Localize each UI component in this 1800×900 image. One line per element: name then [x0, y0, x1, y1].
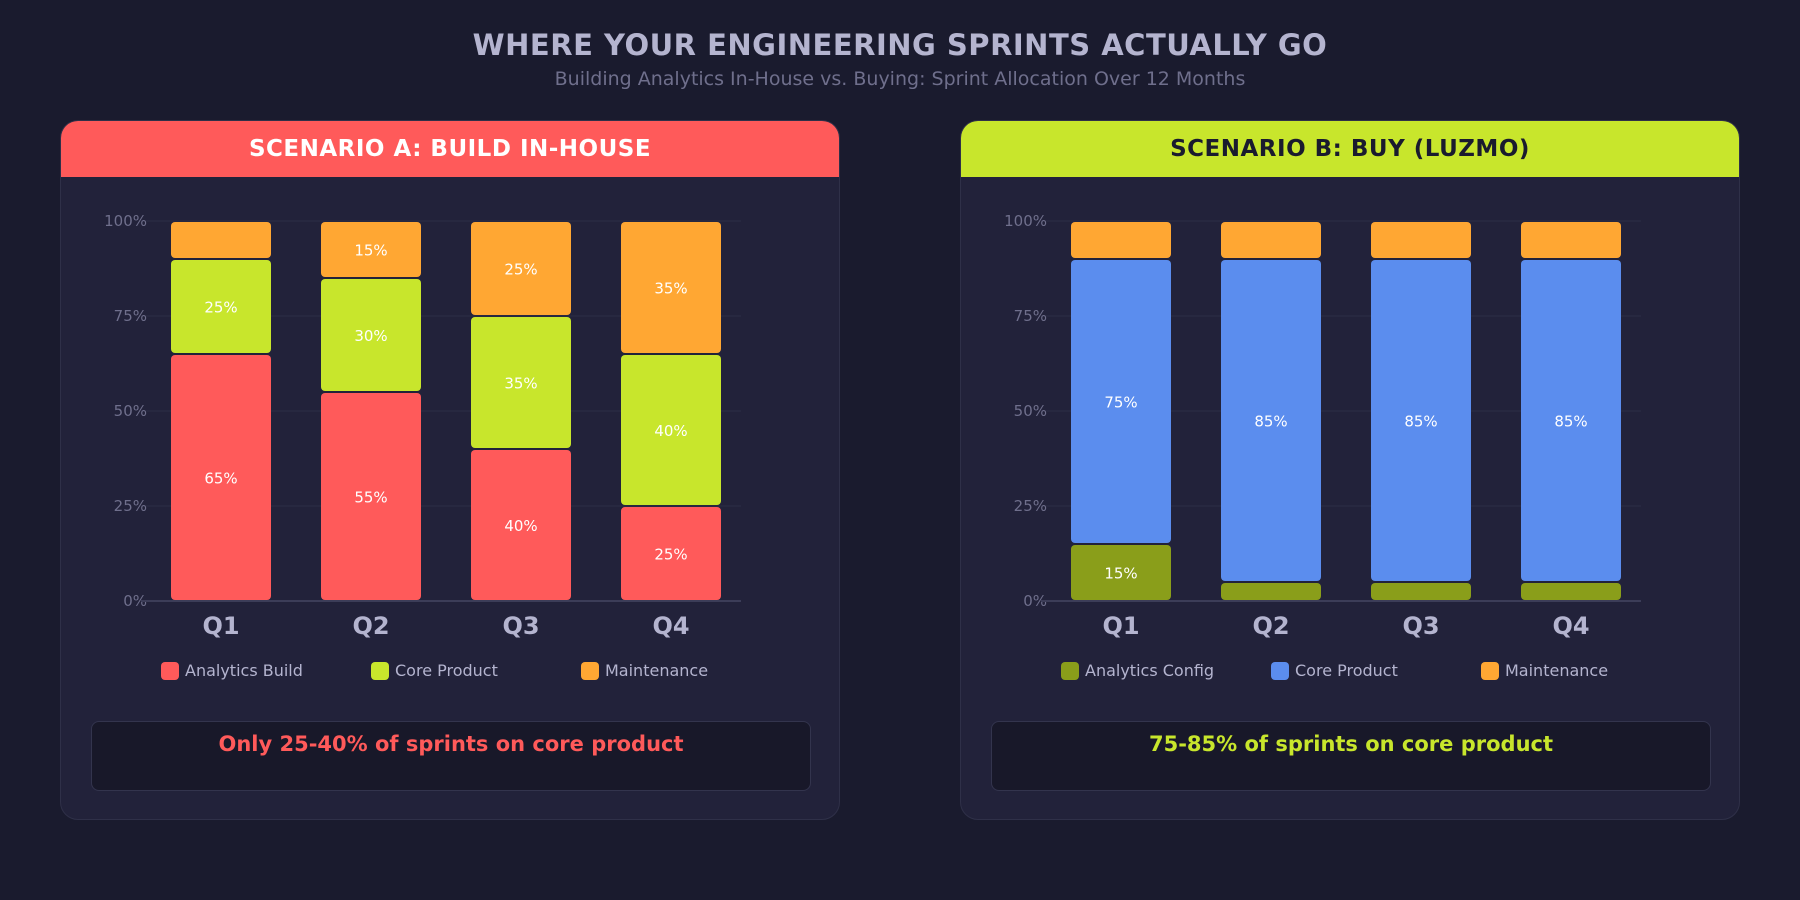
bar-q4-core-product [621, 355, 721, 505]
legend-scenario-b: Analytics Config Core Product Maintenance [961, 659, 1739, 683]
panel-scenario-a: SCENARIO A: BUILD IN-HOUSE 0% 25% 50% 75% 10… [60, 120, 840, 820]
legend-item-analytics-build: Analytics Build [161, 659, 303, 683]
chart-scenario-a: 0% 25% 50% 75% 100% 65% 25% Q1 55% 30% 15% Q2 40% 35%… [104, 212, 741, 640]
bar-q4-analytics-config [1521, 583, 1621, 600]
y-tick-label: 50% [114, 402, 147, 420]
bar-q1-analytics-config [1071, 545, 1171, 600]
bar-q3-maintenance [471, 222, 571, 315]
bar-q2-core-product [1221, 260, 1321, 581]
bar-q2-analytics-config [1221, 583, 1321, 600]
x-tick-label: Q2 [352, 612, 389, 640]
bar-value-label: 40% [654, 422, 687, 440]
y-tick-label: 75% [1014, 307, 1047, 325]
legend-item-maintenance: Maintenance [581, 659, 708, 683]
bar-value-label: 85% [1554, 413, 1587, 431]
bar-value-label: 85% [1404, 413, 1437, 431]
y-tick-label: 75% [114, 307, 147, 325]
x-tick-label: Q4 [652, 612, 689, 640]
y-tick-label: 50% [1014, 402, 1047, 420]
legend-label: Analytics Build [185, 661, 303, 680]
bar-q2-core-product [321, 279, 421, 391]
bar-value-label: 35% [654, 280, 687, 298]
bar-value-label: 25% [504, 261, 537, 279]
legend-item-maintenance: Maintenance [1481, 659, 1608, 683]
y-tick-label: 100% [104, 212, 147, 230]
bar-value-label: 75% [1104, 394, 1137, 412]
bar-q3-maintenance [1371, 222, 1471, 258]
bar-value-label: 55% [354, 489, 387, 507]
y-tick-label: 25% [1014, 497, 1047, 515]
legend-swatch [1061, 662, 1079, 680]
bar-q1-maintenance [171, 222, 271, 258]
legend-swatch [1481, 662, 1499, 680]
bar-value-label: 25% [204, 299, 237, 317]
bar-q4-maintenance [1521, 222, 1621, 258]
y-tick-label: 25% [114, 497, 147, 515]
bar-value-label: 25% [654, 546, 687, 564]
callout-scenario-b: 75-85% of sprints on core product [991, 721, 1711, 791]
legend-item-analytics-config: Analytics Config [1061, 659, 1214, 683]
legend-label: Core Product [1295, 661, 1398, 680]
legend-swatch [371, 662, 389, 680]
bar-q4-maintenance [621, 222, 721, 353]
legend-label: Maintenance [1505, 661, 1609, 680]
legend-item-core-product: Core Product [1271, 659, 1398, 683]
x-tick-label: Q3 [1402, 612, 1439, 640]
bar-q2-analytics-build [321, 393, 421, 600]
bar-q3-core-product [471, 317, 571, 448]
bar-q2-maintenance [1221, 222, 1321, 258]
x-tick-label: Q3 [502, 612, 539, 640]
x-tick-label: Q1 [202, 612, 239, 640]
y-tick-label: 0% [1023, 592, 1047, 610]
bar-value-label: 30% [354, 327, 387, 345]
bar-q4-analytics-build [621, 507, 721, 600]
x-tick-label: Q4 [1552, 612, 1589, 640]
panel-b-header: SCENARIO B: BUY (LUZMO) [961, 121, 1739, 177]
bar-q1-core-product [171, 260, 271, 353]
y-tick-label: 0% [123, 592, 147, 610]
page-subtitle: Building Analytics In-House vs. Buying: … [554, 68, 1246, 90]
bar-value-label: 65% [204, 470, 237, 488]
bar-q2-maintenance [321, 222, 421, 277]
legend-item-core-product: Core Product [371, 659, 498, 683]
legend-scenario-a: Analytics Build Core Product Maintenance [61, 659, 839, 683]
page-title: WHERE YOUR ENGINEERING SPRINTS ACTUALLY … [472, 28, 1328, 62]
x-tick-label: Q2 [1252, 612, 1289, 640]
legend-label: Maintenance [605, 661, 709, 680]
bar-value-label: 35% [504, 375, 537, 393]
bar-q3-analytics-config [1371, 583, 1471, 600]
legend-label: Analytics Config [1085, 661, 1215, 680]
panel-a-header: SCENARIO A: BUILD IN-HOUSE [61, 121, 839, 177]
legend-swatch [161, 662, 179, 680]
bar-value-label: 85% [1254, 413, 1287, 431]
legend-swatch [1271, 662, 1289, 680]
callout-scenario-a: Only 25-40% of sprints on core product [91, 721, 811, 791]
x-tick-label: Q1 [1102, 612, 1139, 640]
bar-value-label: 15% [354, 242, 387, 260]
bar-value-label: 15% [1104, 565, 1137, 583]
y-tick-label: 100% [1004, 212, 1047, 230]
bar-q1-analytics-build [171, 355, 271, 600]
bar-q1-core-product [1071, 260, 1171, 543]
chart-scenario-b: 0% 25% 50% 75% 100% 15% 75% Q1 85% Q2 85% Q3 85% Q4 [1004, 212, 1641, 640]
bar-q4-core-product [1521, 260, 1621, 581]
bar-q1-maintenance [1071, 222, 1171, 258]
bar-value-label: 40% [504, 517, 537, 535]
legend-swatch [581, 662, 599, 680]
bar-q3-core-product [1371, 260, 1471, 581]
legend-label: Core Product [395, 661, 498, 680]
panel-scenario-b: SCENARIO B: BUY (LUZMO) 0% 25% 50% 75% 100% 1… [960, 120, 1740, 820]
bar-q3-analytics-build [471, 450, 571, 600]
